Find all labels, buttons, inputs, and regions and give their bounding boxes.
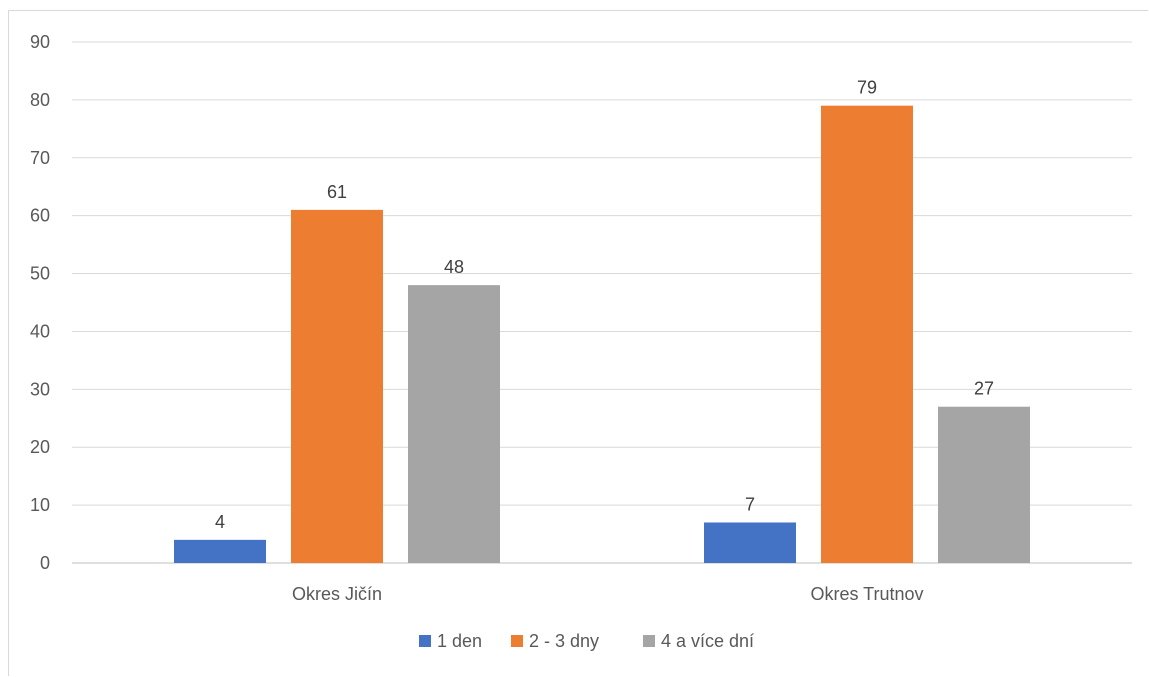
y-tick-label: 30 (30, 379, 50, 399)
y-tick-label: 10 (30, 495, 50, 515)
data-label: 4 (215, 512, 225, 532)
data-label: 61 (327, 182, 347, 202)
data-label: 79 (857, 78, 877, 98)
y-tick-label: 50 (30, 264, 50, 284)
legend-swatch (511, 635, 523, 647)
category-label: Okres Trutnov (810, 584, 923, 604)
legend-label: 1 den (437, 631, 482, 651)
y-tick-label: 0 (40, 553, 50, 573)
legend-swatch (643, 635, 655, 647)
category-label: Okres Jičín (292, 584, 382, 604)
data-label: 27 (974, 379, 994, 399)
y-tick-label: 40 (30, 321, 50, 341)
y-tick-label: 70 (30, 148, 50, 168)
y-tick-label: 20 (30, 437, 50, 457)
y-tick-label: 90 (30, 32, 50, 52)
legend: 1 den 2 - 3 dny 4 a více dní (419, 631, 754, 651)
legend-item: 4 a více dní (643, 631, 754, 651)
bar-4-a-více-dní-1 (938, 406, 1030, 563)
legend-item: 2 - 3 dny (511, 631, 599, 651)
bar-2---3-dny-1 (821, 105, 913, 563)
y-tick-label: 80 (30, 90, 50, 110)
y-tick-label: 60 (30, 206, 50, 226)
data-label: 7 (745, 494, 755, 514)
bar-1-den-0 (174, 539, 266, 563)
legend-item: 1 den (419, 631, 482, 651)
bar-4-a-více-dní-0 (408, 285, 500, 563)
bar-1-den-1 (704, 522, 796, 563)
legend-swatch (419, 635, 431, 647)
bar-2---3-dny-0 (291, 209, 383, 563)
legend-label: 2 - 3 dny (529, 631, 599, 651)
chart-frame (8, 10, 1148, 676)
legend-label: 4 a více dní (661, 631, 754, 651)
data-label: 48 (444, 257, 464, 277)
